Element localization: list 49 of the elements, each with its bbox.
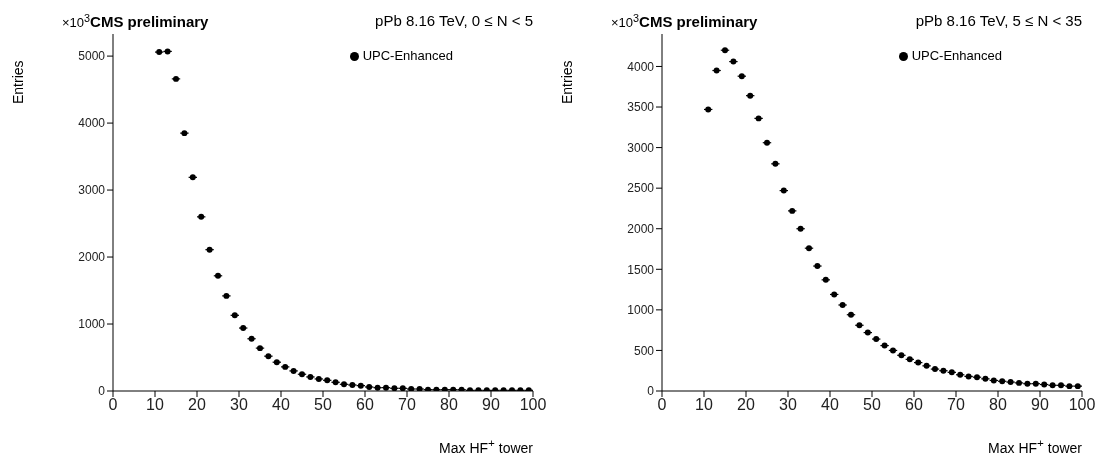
y-tick-label: 5000 <box>78 49 106 64</box>
x-tick-label: 0 <box>657 396 667 414</box>
x-tick-label: 0 <box>108 396 118 414</box>
x-axis-title: Max HF$^{+}$ tower <box>988 436 1082 456</box>
chart-subtitle: pPb 8.16 TeV, 0 ≤ N < 5 <box>375 12 533 29</box>
y-tick-label: 0 <box>647 384 655 399</box>
x-tick-label: 80 <box>440 396 458 414</box>
x-tick-label: 60 <box>905 396 923 414</box>
x-tick-label: 90 <box>1031 396 1049 414</box>
x-tick-label: 100 <box>1068 396 1096 414</box>
chart-subtitle: pPb 8.16 TeV, 5 ≤ N < 35 <box>915 12 1082 29</box>
text: ×10$^{3}$ <box>62 12 91 31</box>
text: ×10$^{3}$ <box>611 12 640 31</box>
chart-title: CMS preliminary <box>90 13 209 31</box>
x-tick-label: 70 <box>947 396 965 414</box>
y-tick-label: 1000 <box>627 303 655 318</box>
y-tick-label: 3500 <box>627 100 655 115</box>
x-tick-label: 90 <box>482 396 500 414</box>
y-tick-label: 0 <box>98 384 106 399</box>
x-tick-label: 50 <box>314 396 332 414</box>
y-tick-label: 1000 <box>78 317 106 332</box>
x-tick-label: 10 <box>695 396 713 414</box>
x-tick-label: 100 <box>519 396 547 414</box>
y-tick-label: 2000 <box>78 250 106 265</box>
y-tick-label: 4000 <box>78 116 106 131</box>
y-tick-label: 2000 <box>627 221 655 236</box>
chart-title: CMS preliminary <box>639 13 758 31</box>
x-tick-label: 80 <box>989 396 1007 414</box>
x-tick-label: 70 <box>398 396 416 414</box>
x-tick-label: 50 <box>863 396 881 414</box>
x-tick-label: 40 <box>821 396 839 414</box>
y-tick-label: 3000 <box>78 183 106 198</box>
y-tick-label: 4000 <box>627 59 655 74</box>
y-tick-label: 3000 <box>627 140 655 155</box>
x-tick-label: 10 <box>146 396 164 414</box>
x-tick-label: 20 <box>188 396 206 414</box>
y-tick-label: 1500 <box>627 262 655 277</box>
y-axis-title: Entries <box>10 60 26 104</box>
x-tick-label: 60 <box>356 396 374 414</box>
x-tick-label: 30 <box>230 396 248 414</box>
y-axis-title: Entries <box>559 60 575 104</box>
x-tick-label: 30 <box>779 396 797 414</box>
legend-label: UPC-Enhanced <box>911 48 1002 63</box>
legend-label: UPC-Enhanced <box>362 48 453 63</box>
y-tick-label: 2500 <box>627 181 655 196</box>
x-axis-title: Max HF$^{+}$ tower <box>439 436 533 456</box>
y-tick-label: 500 <box>633 343 655 358</box>
x-tick-label: 40 <box>272 396 290 414</box>
x-tick-label: 20 <box>737 396 755 414</box>
